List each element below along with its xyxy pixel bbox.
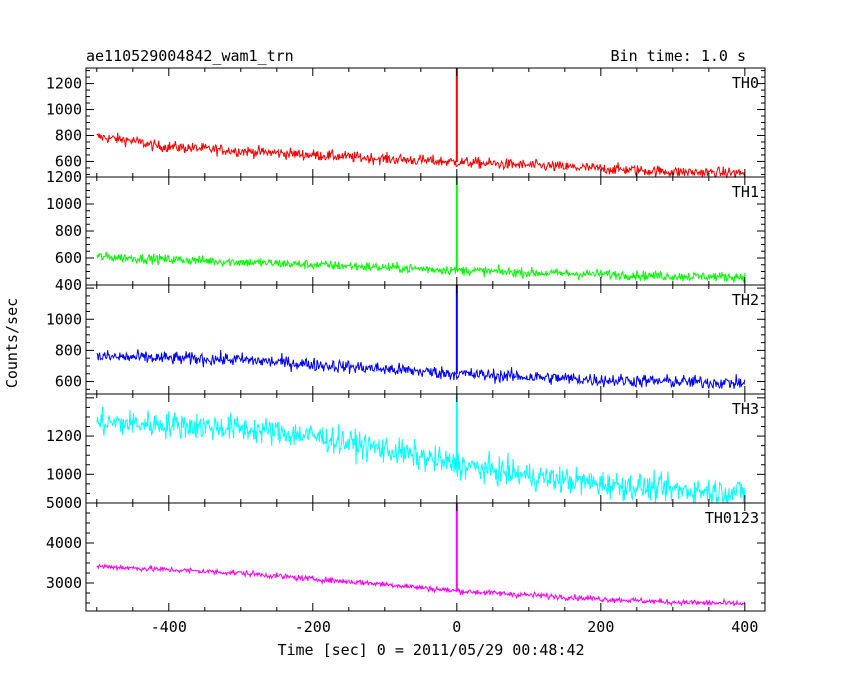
y-tick-label: 600: [55, 249, 82, 267]
y-tick-label: 800: [55, 341, 82, 359]
panels: 600 800 1000 1200 TH0 400 600 800 1000 1200 TH1 600…: [46, 67, 766, 636]
panel-th2: 600 800 1000 TH2: [46, 284, 766, 395]
panel-frame: [85, 176, 766, 286]
chart-title: ae110529004842_wam1_trn: [86, 47, 294, 65]
y-tick-label: 600: [55, 373, 82, 391]
y-axis-label: Counts/sec: [3, 298, 21, 388]
series-line: [96, 349, 746, 390]
y-tick-label: 600: [55, 152, 82, 170]
y-tick-label: 1000: [46, 310, 82, 328]
panel-th0123: 3000 4000 5000 TH0123: [46, 494, 766, 612]
x-tick-labels: -400 -200 0 200 400: [151, 618, 759, 636]
y-tick-label: 3000: [46, 574, 82, 592]
y-tick-label: 4000: [46, 534, 82, 552]
series-line: [96, 251, 746, 283]
x-tick-label: -200: [295, 618, 331, 636]
y-tick-label: 400: [55, 276, 82, 294]
y-tick-label: 1000: [46, 465, 82, 483]
y-tick-label: 800: [55, 222, 82, 240]
panel-name: TH0: [732, 74, 759, 92]
x-tick-label: 400: [731, 618, 758, 636]
y-tick-label: 5000: [46, 494, 82, 512]
panel-name: TH0123: [705, 509, 759, 527]
panel-name: TH1: [732, 183, 759, 201]
x-axis-label: Time [sec] 0 = 2011/05/29 00:48:42: [277, 641, 584, 659]
panel-name: TH3: [732, 400, 759, 418]
series-line: [96, 407, 746, 504]
series-line: [96, 563, 746, 607]
panel-th1: 400 600 800 1000 1200 TH1: [46, 168, 766, 294]
y-tick-label: 1200: [46, 168, 82, 186]
bin-time-label: Bin time: 1.0 s: [611, 47, 746, 65]
panel-frame: [85, 67, 766, 178]
panel-name: TH2: [732, 291, 759, 309]
y-tick-label: 1200: [46, 75, 82, 93]
panel-frame: [85, 284, 766, 395]
y-tick-label: 800: [55, 126, 82, 144]
y-tick-label: 1000: [46, 195, 82, 213]
x-tick-label: 0: [452, 618, 461, 636]
panel-frame: [85, 502, 766, 612]
y-tick-label: 1200: [46, 427, 82, 445]
x-tick-label: -400: [151, 618, 187, 636]
series-line: [96, 132, 746, 179]
panel-th3: 1000 1200 TH3: [46, 393, 766, 504]
y-tick-label: 1000: [46, 101, 82, 119]
x-tick-label: 200: [587, 618, 614, 636]
panel-th0: 600 800 1000 1200 TH0: [46, 67, 766, 179]
